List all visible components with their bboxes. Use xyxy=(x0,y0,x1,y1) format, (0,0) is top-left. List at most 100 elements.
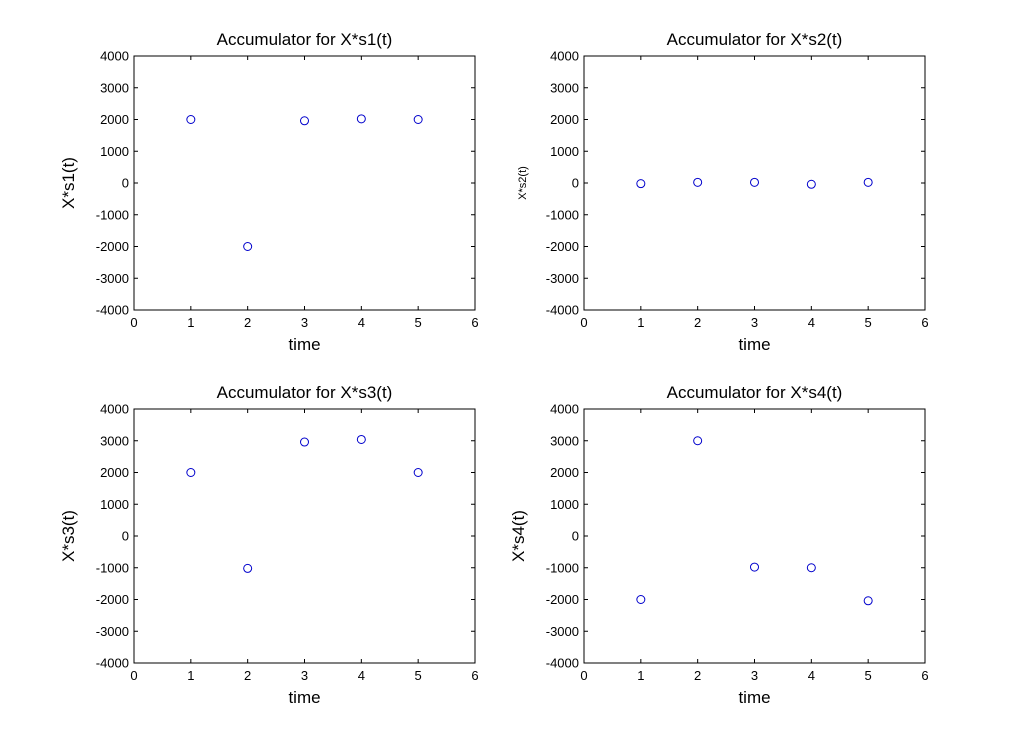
y-tick-label: -3000 xyxy=(96,624,129,639)
y-axis-label: X*s2(t) xyxy=(517,166,529,200)
x-tick-label: 2 xyxy=(694,668,701,683)
y-tick-label: 4000 xyxy=(100,49,129,64)
data-point xyxy=(863,177,873,187)
chart-title: Accumulator for X*s1(t) xyxy=(217,30,393,49)
y-tick-label: -1000 xyxy=(546,560,579,575)
chart-title: Accumulator for X*s2(t) xyxy=(667,30,843,49)
y-tick-label: -1000 xyxy=(546,207,579,222)
y-tick-label: 4000 xyxy=(550,402,579,417)
x-axis-label: time xyxy=(738,688,770,707)
x-tick-label: 5 xyxy=(865,668,872,683)
y-tick-label: 2000 xyxy=(550,465,579,480)
data-point xyxy=(186,115,196,124)
subplot-3: 0 1 2 3 4 5 6 4000 3000 2000 1000 0 -1000 -2000 -3000 -… xyxy=(59,383,479,707)
y-tick-label: 1000 xyxy=(100,144,129,159)
data-point xyxy=(356,434,366,444)
x-tick-label: 0 xyxy=(130,315,137,330)
x-tick-label: 2 xyxy=(694,315,701,330)
y-tick-label: 4000 xyxy=(550,49,579,64)
data-point xyxy=(413,468,423,477)
data-point xyxy=(863,596,873,606)
x-tick-label: 4 xyxy=(358,668,365,683)
chart-title: Accumulator for X*s3(t) xyxy=(217,383,393,402)
data-point xyxy=(693,177,703,187)
plot-frame xyxy=(583,55,926,311)
y-tick-label: -3000 xyxy=(546,624,579,639)
data-point xyxy=(636,179,646,189)
y-tick-label: 0 xyxy=(572,529,579,544)
y-tick-label: -3000 xyxy=(546,271,579,286)
x-tick-label: 4 xyxy=(808,668,815,683)
y-tick-label: 2000 xyxy=(100,465,129,480)
x-tick-label: 0 xyxy=(580,668,587,683)
y-tick-label: 2000 xyxy=(100,112,129,127)
data-point xyxy=(750,562,759,572)
y-tick-label: 3000 xyxy=(550,80,579,95)
plot-frame xyxy=(133,408,476,664)
data-point xyxy=(413,115,423,124)
plot-frame xyxy=(583,408,926,664)
x-tick-label: 1 xyxy=(637,668,644,683)
x-axis-label: time xyxy=(738,335,770,354)
subplot-2: 0 1 2 3 4 5 6 4000 3000 2000 1000 0 -1000 -2000 -3000 -… xyxy=(517,30,929,354)
data-point xyxy=(300,437,309,447)
x-tick-label: 0 xyxy=(130,668,137,683)
plot-frame xyxy=(133,55,476,311)
y-tick-label: -4000 xyxy=(96,303,129,318)
x-tick-label: 1 xyxy=(637,315,644,330)
data-point xyxy=(186,468,196,477)
y-tick-label: -4000 xyxy=(546,303,579,318)
x-tick-label: 6 xyxy=(471,668,478,683)
x-tick-label: 3 xyxy=(751,315,758,330)
data-point xyxy=(636,595,646,604)
subplot-4: 0 1 2 3 4 5 6 4000 3000 2000 1000 0 -1000 -2000 -3000 -… xyxy=(509,383,929,707)
x-tick-label: 3 xyxy=(301,315,308,330)
y-tick-label: -4000 xyxy=(96,656,129,671)
x-tick-label: 5 xyxy=(415,668,422,683)
x-tick-label: 6 xyxy=(471,315,478,330)
x-tick-label: 2 xyxy=(244,668,251,683)
y-tick-label: -2000 xyxy=(546,239,579,254)
y-tick-label: 1000 xyxy=(550,497,579,512)
y-tick-label: 0 xyxy=(572,176,579,191)
data-point xyxy=(356,114,366,124)
x-tick-label: 4 xyxy=(808,315,815,330)
data-point xyxy=(300,116,309,126)
data-point xyxy=(806,179,816,189)
y-tick-label: -1000 xyxy=(96,560,129,575)
y-tick-label: 0 xyxy=(122,176,129,191)
x-tick-label: 3 xyxy=(301,668,308,683)
y-tick-label: 1000 xyxy=(100,497,129,512)
x-axis-label: time xyxy=(288,335,320,354)
y-tick-label: 3000 xyxy=(550,433,579,448)
y-tick-label: 4000 xyxy=(100,402,129,417)
y-tick-label: 1000 xyxy=(550,144,579,159)
y-axis-label: X*s3(t) xyxy=(59,510,78,562)
x-tick-label: 2 xyxy=(244,315,251,330)
data-point xyxy=(693,436,703,446)
data-point xyxy=(243,563,253,573)
y-tick-label: -2000 xyxy=(96,592,129,607)
y-tick-label: 0 xyxy=(122,529,129,544)
x-tick-label: 5 xyxy=(415,315,422,330)
y-tick-label: -1000 xyxy=(96,207,129,222)
data-point xyxy=(806,563,816,573)
data-point xyxy=(750,177,759,187)
x-axis-label: time xyxy=(288,688,320,707)
chart-title: Accumulator for X*s4(t) xyxy=(667,383,843,402)
x-tick-label: 1 xyxy=(187,668,194,683)
x-tick-label: 5 xyxy=(865,315,872,330)
x-tick-label: 6 xyxy=(921,668,928,683)
y-tick-label: -2000 xyxy=(546,592,579,607)
y-tick-label: -2000 xyxy=(96,239,129,254)
y-tick-label: 2000 xyxy=(550,112,579,127)
y-tick-label: -4000 xyxy=(546,656,579,671)
y-axis-label: X*s4(t) xyxy=(509,510,528,562)
x-tick-label: 3 xyxy=(751,668,758,683)
x-tick-label: 1 xyxy=(187,315,194,330)
x-tick-label: 4 xyxy=(358,315,365,330)
subplot-1: 0 1 2 3 4 5 6 4000 3000 2000 1000 0 -1000 -2000 -3000 -… xyxy=(59,30,479,354)
y-axis-label: X*s1(t) xyxy=(59,157,78,209)
y-tick-label: -3000 xyxy=(96,271,129,286)
y-tick-label: 3000 xyxy=(100,80,129,95)
